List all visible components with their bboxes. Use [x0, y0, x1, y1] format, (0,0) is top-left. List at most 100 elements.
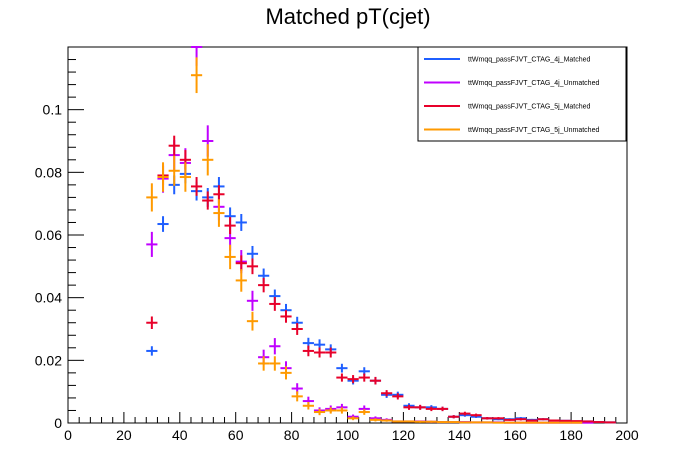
legend-label: ttWmqq_passFJVT_CTAG_5j_Matched [468, 104, 591, 111]
data-point [269, 297, 281, 311]
data-point [258, 277, 270, 293]
legend-entry: ttWmqq_passFJVT_CTAG_4j_Unmatched [424, 80, 599, 87]
data-point [246, 290, 259, 311]
legend-entry: ttWmqq_passFJVT_CTAG_5j_Unmatched [424, 127, 599, 134]
data-point [582, 421, 594, 424]
data-point [291, 323, 303, 335]
data-point [548, 419, 560, 422]
data-point [459, 421, 471, 424]
series-4 [146, 57, 583, 424]
x-tick-label: 120 [392, 427, 416, 443]
data-point [269, 338, 281, 355]
data-point [448, 415, 460, 419]
data-point [246, 258, 259, 275]
data-point [381, 390, 393, 397]
data-point [202, 144, 214, 176]
data-point [526, 419, 538, 422]
y-tick-label: 0.1 [43, 102, 63, 118]
data-point [459, 411, 471, 416]
data-point [593, 421, 605, 424]
data-point [604, 421, 616, 424]
axis-ticks: 0 20 40 60 80 100 120 140 160 180 200 0 0.02 0.04 0.06… [35, 46, 639, 443]
y-tick-label: 0.02 [35, 352, 62, 368]
data-point [548, 421, 560, 424]
y-tick-label: 0.08 [35, 164, 62, 180]
data-point [414, 420, 426, 423]
data-point [358, 409, 370, 415]
data-point [336, 373, 348, 382]
data-point [515, 417, 527, 421]
data-point [425, 420, 437, 423]
legend-entry: ttWmqq_passFJVT_CTAG_5j_Matched [424, 104, 591, 111]
series-1 [146, 164, 616, 424]
data-point [347, 416, 359, 421]
data-point [403, 404, 415, 410]
data-point [269, 356, 281, 371]
x-tick-label: 200 [615, 427, 639, 443]
data-point [571, 420, 583, 423]
data-point [392, 420, 404, 423]
data-point [481, 421, 493, 424]
series-layer [146, 46, 616, 424]
x-tick-label: 40 [172, 427, 188, 443]
series-3 [146, 135, 616, 424]
x-tick-label: 180 [559, 427, 583, 443]
data-point [571, 421, 583, 424]
data-point [302, 402, 314, 410]
data-point [190, 57, 203, 94]
data-point [246, 311, 259, 331]
x-tick-label: 160 [504, 427, 528, 443]
data-point [436, 421, 449, 424]
data-point [381, 419, 393, 422]
data-point [235, 214, 247, 231]
data-point [369, 418, 382, 422]
data-point [291, 391, 303, 402]
data-point [414, 404, 426, 410]
data-point [336, 363, 348, 373]
x-tick-label: 80 [284, 427, 300, 443]
legend-label: ttWmqq_passFJVT_CTAG_5j_Unmatched [468, 127, 599, 134]
data-point [559, 419, 572, 422]
data-point [146, 231, 158, 257]
data-point [403, 420, 415, 423]
data-point [146, 183, 158, 212]
data-point [492, 421, 505, 424]
legend-label: ttWmqq_passFJVT_CTAG_4j_Unmatched [468, 80, 599, 87]
data-point [302, 345, 314, 357]
data-point [235, 255, 247, 272]
data-point [347, 375, 359, 384]
data-point [213, 199, 225, 227]
legend-box [417, 46, 627, 142]
data-point [358, 373, 370, 382]
data-point [168, 155, 180, 186]
legend-label: ttWmqq_passFJVT_CTAG_4j_Matched [468, 57, 591, 64]
data-point [146, 316, 158, 329]
y-tick-label: 0 [54, 415, 62, 431]
data-point [470, 421, 482, 424]
data-point [448, 421, 460, 424]
x-tick-label: 20 [116, 427, 132, 443]
data-point [470, 413, 482, 417]
x-tick-label: 140 [448, 427, 472, 443]
data-point [157, 216, 169, 232]
x-tick-label: 0 [64, 427, 72, 443]
data-point [582, 420, 594, 423]
data-point [559, 421, 572, 424]
data-point [168, 135, 180, 156]
data-point [392, 393, 404, 400]
x-tick-label: 60 [228, 427, 244, 443]
legend-entry: ttWmqq_passFJVT_CTAG_4j_Matched [424, 57, 591, 64]
data-point [436, 406, 449, 412]
data-point [280, 366, 292, 380]
data-point [504, 421, 516, 424]
data-point [492, 417, 505, 420]
chart-title: Matched pT(cjet) [265, 4, 430, 29]
legend: ttWmqq_passFJVT_CTAG_4j_Matched ttWmqq_pa… [417, 46, 627, 142]
data-point [224, 217, 236, 235]
data-point [202, 191, 214, 210]
data-point [481, 417, 493, 420]
data-point [235, 269, 247, 292]
data-point [313, 347, 326, 358]
data-point [325, 347, 337, 358]
